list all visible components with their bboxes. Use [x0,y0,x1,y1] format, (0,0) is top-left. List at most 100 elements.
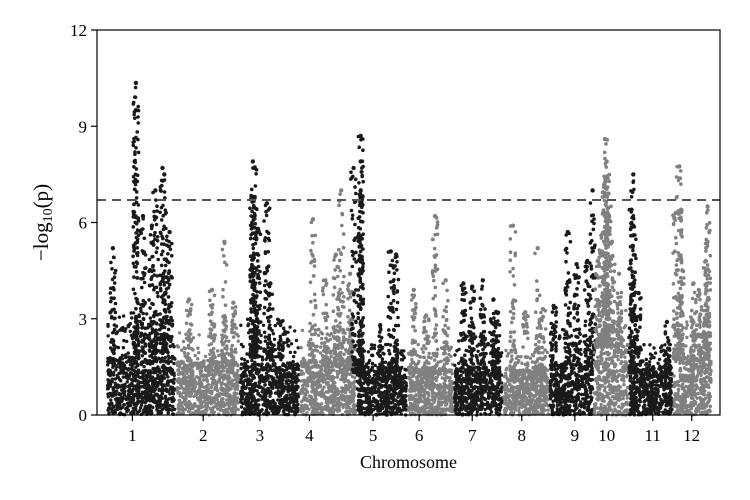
snp-point [163,292,168,296]
snp-point [334,328,338,332]
snp-point [147,348,152,352]
snp-point [158,188,163,192]
snp-point [217,353,221,358]
snp-point [350,217,355,221]
snp-point [353,355,357,360]
snp-point [392,383,396,387]
snp-point [220,358,225,363]
snp-point [134,190,139,194]
snp-point [131,374,136,379]
snp-point [147,269,151,274]
snp-point [165,350,170,354]
snp-point [135,319,140,323]
snp-point [155,204,159,208]
snp-point [162,275,166,279]
snp-point [308,345,313,350]
snp-point [240,380,244,384]
snp-point [161,332,165,337]
snp-point [259,367,264,371]
snp-point [135,239,140,244]
snp-point [131,225,136,229]
snp-point [135,372,139,376]
snp-point [335,343,340,348]
snp-point [151,366,155,371]
snp-point [212,293,217,298]
snp-point [370,346,374,350]
snp-point [257,331,261,335]
snp-point [159,231,163,236]
snp-point [400,349,404,353]
snp-point [109,310,113,314]
snp-point [188,307,193,311]
snp-point [151,356,155,360]
snp-point [224,363,229,367]
snp-point [339,252,344,256]
snp-point [119,365,123,369]
snp-point [217,377,222,381]
snp-point [143,396,147,400]
snp-point [361,179,366,184]
snp-point [109,296,114,300]
snp-point [146,395,150,399]
snp-point [145,312,149,316]
snp-point [150,378,154,382]
snp-point [164,401,168,405]
snp-point [377,386,381,391]
snp-point [162,363,166,367]
snp-point [111,339,116,344]
snp-point [121,346,126,350]
snp-point [133,116,137,120]
snp-point [156,373,160,378]
snp-point [181,339,186,344]
snp-point [136,330,140,334]
snp-point [159,242,164,246]
snp-point [289,342,294,346]
snp-point [325,372,329,377]
snp-point [267,349,272,354]
snp-point [335,297,339,301]
snp-point [109,360,114,364]
snp-point [336,357,341,362]
snp-point [118,358,122,362]
snp-point [349,170,353,174]
snp-point [213,333,217,337]
snp-point [336,364,341,368]
snp-point [236,401,240,405]
snp-point [253,281,258,285]
snp-point [348,358,353,363]
snp-point [158,405,162,409]
snp-point [230,306,235,310]
snp-point [400,365,404,370]
snp-point [386,393,390,397]
snp-point [143,389,147,394]
snp-point [244,363,248,368]
snp-point [121,325,125,330]
snp-point [140,380,145,385]
snp-point [154,250,159,254]
snp-point [167,269,172,273]
snp-point [248,236,253,241]
snp-point [151,359,155,364]
snp-point [133,182,138,187]
snp-point [318,351,323,355]
snp-point [136,104,140,109]
snp-point [357,343,362,347]
snp-point [167,397,171,401]
snp-point [335,324,340,328]
snp-point [136,150,141,155]
snp-point [330,387,334,391]
snp-point [313,365,317,369]
snp-point [133,95,138,100]
snp-point [164,407,168,411]
snp-point [263,335,268,339]
snp-point [374,390,378,394]
snp-point [321,286,325,290]
snp-point [150,345,154,350]
snp-point [361,406,365,410]
snp-point [209,373,214,377]
snp-point [338,287,342,292]
snp-point [153,335,158,339]
snp-point [309,248,313,253]
snp-point [358,369,363,373]
snp-point [131,143,136,148]
